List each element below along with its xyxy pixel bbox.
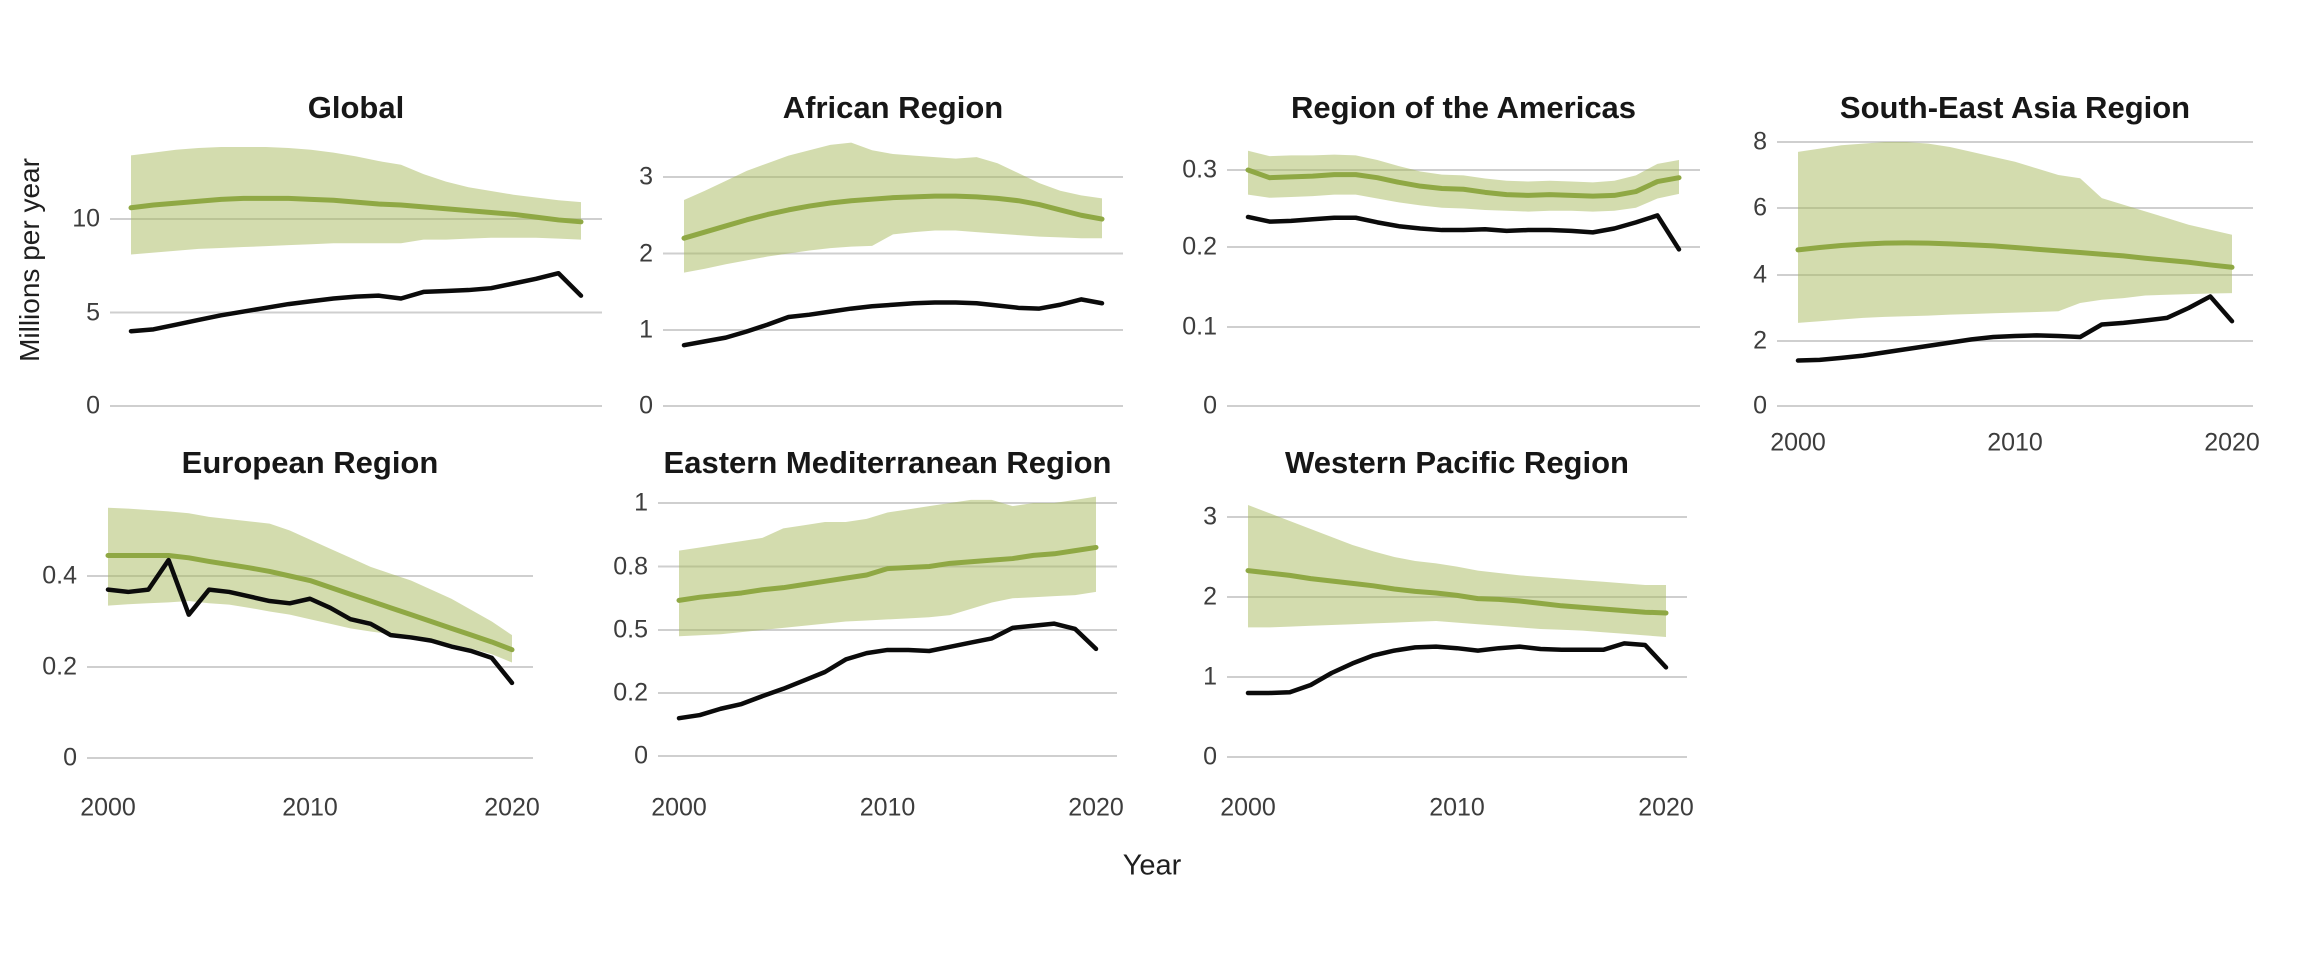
global-ytick: 0 [86,391,100,420]
emed-ytick: 0.8 [613,552,648,580]
european-ytick: 0.2 [42,652,77,681]
panel-title-wpac: Western Pacific Region [1285,445,1629,480]
americas-estimate-line [1245,167,1682,199]
african-ytick: 0 [639,391,653,420]
sea-xtick: 2010 [1987,428,2043,457]
panel-title-emed: Eastern Mediterranean Region [663,445,1112,480]
african-ytick: 3 [639,162,653,191]
x-axis-title: Year [1122,849,1182,882]
african-uncertainty-band [684,142,1102,273]
european-ytick: 0.4 [42,561,77,590]
panel-title-sea: South-East Asia Region [1839,90,2191,125]
african-ytick: 1 [639,315,653,344]
emed-ytick: 0.2 [613,678,648,707]
emed-ytick: 0 [634,741,648,770]
european-xtick: 2020 [484,793,540,822]
global-ytick: 10 [72,204,100,233]
african-estimate-line [681,193,1105,241]
global-black-line [128,270,584,334]
sea-uncertainty-band [1798,142,2232,323]
emed-ytick: 0.5 [613,615,648,644]
sea-ytick: 8 [1753,127,1767,156]
panel-title-global: Global [307,90,405,125]
wpac-xtick: 2020 [1638,793,1694,822]
y-axis-title: Millions per year [14,158,45,362]
wpac-estimate-line [1245,568,1669,616]
european-estimate-line [105,553,515,653]
wpac-uncertainty-band [1248,505,1666,637]
sea-xtick: 2000 [1770,428,1826,457]
panel-title-african: African Region [782,90,1004,125]
african-black-line [681,297,1105,348]
sea-estimate-line [1795,240,2235,270]
sea-ytick: 6 [1753,193,1767,222]
african-ytick: 2 [639,239,653,267]
emed-xtick: 2020 [1068,793,1124,822]
wpac-ytick: 1 [1203,662,1217,691]
americas-uncertainty-band [1248,150,1679,212]
emed-xtick: 2010 [859,793,916,822]
emed-black-line [676,621,1099,721]
wpac-xtick: 2010 [1429,793,1485,822]
sea-ytick: 4 [1753,260,1767,289]
americas-black-line [1245,213,1682,252]
european-xtick: 2000 [80,793,136,822]
americas-ytick: 0.2 [1182,232,1217,261]
european-xtick: 2010 [282,793,338,822]
sea-xtick: 2020 [2204,428,2260,457]
sea-ytick: 0 [1753,391,1767,420]
panel-title-americas: Region of the Americas [1290,90,1637,125]
panel-title-european: European Region [181,445,439,480]
americas-ytick: 0 [1203,391,1217,420]
emed-estimate-line [676,544,1099,603]
americas-ytick: 0.1 [1182,312,1217,341]
european-ytick: 0 [63,743,77,772]
emed-ytick: 1 [634,488,648,517]
global-estimate-line [128,195,584,225]
wpac-ytick: 3 [1203,502,1217,531]
european-black-line [105,557,515,686]
sea-ytick: 2 [1753,326,1767,355]
emed-xtick: 2000 [651,793,707,822]
european-uncertainty-band [108,507,512,663]
global-ytick: 5 [86,298,100,326]
wpac-ytick: 2 [1203,582,1217,611]
wpac-ytick: 0 [1203,742,1217,771]
sea-black-line [1795,294,2235,363]
wpac-black-line [1245,641,1669,696]
wpac-xtick: 2000 [1220,793,1276,822]
americas-ytick: 0.3 [1182,155,1217,184]
